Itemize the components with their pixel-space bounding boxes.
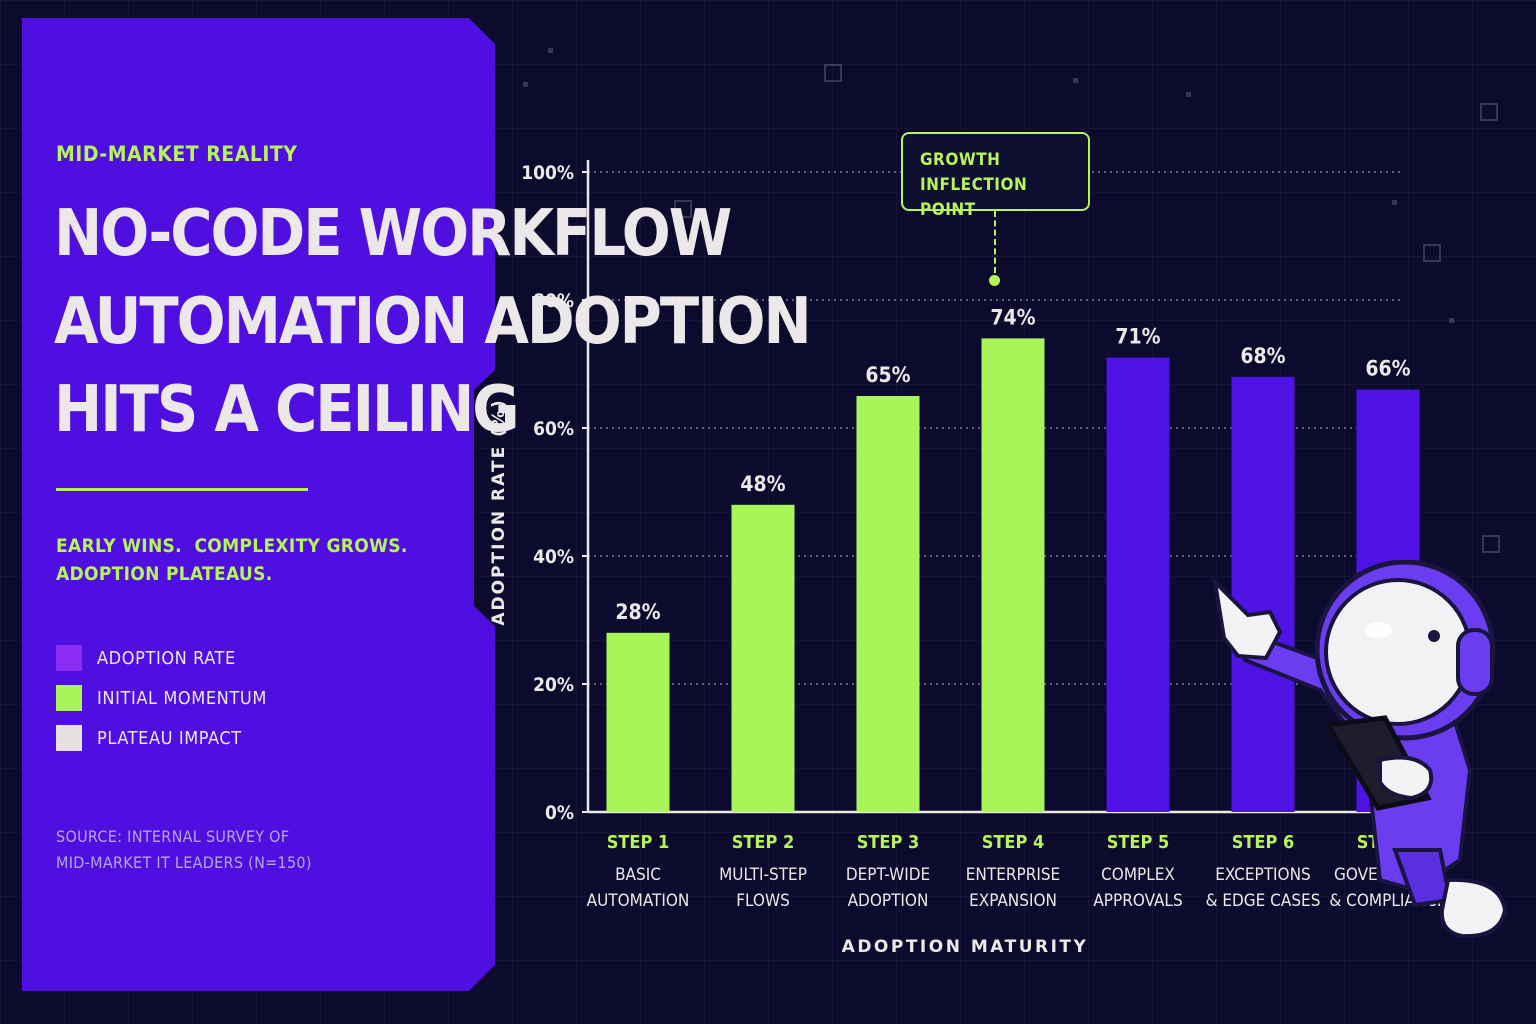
- legend-item-initial-momentum: INITIAL MOMENTUM: [56, 678, 267, 718]
- y-tick-label: 40%: [533, 546, 574, 568]
- decor-square: [1482, 535, 1500, 553]
- legend-label: INITIAL MOMENTUM: [97, 687, 267, 709]
- source-line: SOURCE: INTERNAL SURVEY OF: [56, 827, 290, 846]
- bar-value-label: 68%: [1240, 344, 1285, 368]
- callout-line-text: INFLECTION POINT: [920, 175, 1028, 220]
- source-note: SOURCE: INTERNAL SURVEY OF MID-MARKET IT…: [56, 824, 312, 876]
- headline-line: HITS A CEILING: [54, 373, 520, 447]
- x-category-label: ADOPTION: [848, 891, 929, 911]
- legend-swatch: [56, 645, 82, 671]
- x-category-label: MULTI-STEP: [719, 865, 807, 885]
- astronaut-mascot-icon: [1212, 560, 1508, 939]
- legend-item-adoption-rate: ADOPTION RATE: [56, 638, 267, 678]
- source-line: MID-MARKET IT LEADERS (N=150): [56, 853, 312, 872]
- x-category-label: & EDGE CASES: [1206, 891, 1321, 911]
- x-category-label: ENTERPRISE: [966, 865, 1060, 885]
- decor-dot: [1073, 78, 1078, 83]
- y-axis-title: ADOPTION RATE (%): [489, 398, 509, 625]
- bar-value-label: 66%: [1365, 357, 1410, 381]
- eyebrow-label: MID-MARKET REALITY: [56, 142, 298, 166]
- y-tick-label: 100%: [521, 162, 574, 184]
- y-tick-label: 60%: [533, 418, 574, 440]
- headline-line: AUTOMATION ADOPTION: [54, 285, 812, 359]
- y-tick-label: 0%: [545, 802, 574, 824]
- bar: [856, 396, 920, 812]
- x-step-label: STEP 1: [607, 832, 670, 853]
- x-step-label: STEP 4: [982, 832, 1045, 853]
- bar-chart: 0% 20% 40% 60% 80% 100% ADOPTION RATE (%) 28% ST…: [489, 160, 1440, 911]
- decor-dot: [1186, 92, 1191, 97]
- x-category-label: BASIC: [615, 865, 661, 885]
- decor-square: [824, 64, 842, 82]
- decor-dot: [1392, 200, 1397, 205]
- legend-swatch: [56, 685, 82, 711]
- bar: [981, 338, 1045, 812]
- callout-dot: [989, 275, 1000, 286]
- bar-value-label: 28%: [615, 600, 660, 624]
- x-category-label: COMPLEX: [1101, 865, 1175, 885]
- x-category-label: APPROVALS: [1093, 891, 1182, 911]
- tagline-line: EARLY WINS. COMPLEXITY GROWS.: [56, 535, 408, 557]
- growth-inflection-callout: GROWTH INFLECTION POINT: [901, 132, 1090, 220]
- tagline: EARLY WINS. COMPLEXITY GROWS. ADOPTION P…: [56, 532, 408, 588]
- decor-dot: [1449, 318, 1454, 323]
- info-panel: [22, 18, 495, 991]
- decor-square: [1480, 103, 1498, 121]
- bar-value-label: 48%: [740, 472, 785, 496]
- bar: [1106, 357, 1170, 812]
- headline: NO-CODE WORKFLOW AUTOMATION ADOPTION HIT…: [54, 190, 812, 454]
- decor-dot: [548, 48, 553, 53]
- x-axis-title: ADOPTION MATURITY: [841, 937, 1089, 957]
- x-category-label: AUTOMATION: [587, 891, 690, 911]
- divider: [56, 488, 308, 491]
- callout-connector: [994, 211, 996, 273]
- bar: [606, 632, 670, 812]
- legend-label: ADOPTION RATE: [97, 647, 236, 669]
- y-tick-label: 80%: [533, 290, 574, 312]
- x-category-label: FLOWS: [736, 891, 790, 911]
- x-step-label: STEP 5: [1107, 832, 1170, 853]
- x-step-label: STEP 6: [1232, 832, 1295, 853]
- tagline-line: ADOPTION PLATEAUS.: [56, 563, 273, 585]
- decor-square: [674, 200, 692, 218]
- bar: [1231, 376, 1295, 812]
- bar-value-label: 74%: [990, 305, 1035, 329]
- x-category-label: DEPT-WIDE: [846, 865, 930, 885]
- callout-line-text: GROWTH: [920, 150, 1001, 170]
- legend-item-plateau-impact: PLATEAU IMPACT: [56, 718, 267, 758]
- legend-label: PLATEAU IMPACT: [97, 727, 242, 749]
- x-step-label: STEP 2: [732, 832, 795, 853]
- x-category-label: EXCEPTIONS: [1215, 865, 1311, 885]
- headline-line: NO-CODE WORKFLOW: [54, 197, 732, 271]
- x-step-label: STEP 3: [857, 832, 920, 853]
- x-category-label: EXPANSION: [969, 891, 1057, 911]
- decor-dot: [523, 82, 528, 87]
- legend-swatch: [56, 725, 82, 751]
- y-tick-label: 20%: [533, 674, 574, 696]
- decor-square: [1423, 244, 1441, 262]
- legend: ADOPTION RATE INITIAL MOMENTUM PLATEAU I…: [56, 638, 267, 758]
- bar: [731, 504, 795, 812]
- bar-value-label: 71%: [1115, 325, 1160, 349]
- bar-value-label: 65%: [865, 363, 910, 387]
